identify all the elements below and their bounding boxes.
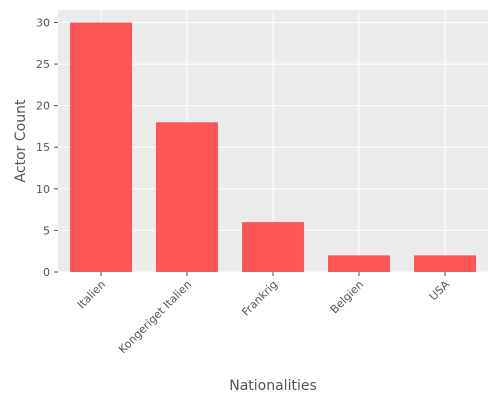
bar-frankrig <box>242 222 304 272</box>
x-tick-label: Italien <box>75 278 108 311</box>
bar-kongeriget-italien <box>156 122 218 273</box>
y-tick-label: 15 <box>36 141 50 154</box>
bar-belgien <box>328 255 390 272</box>
x-tick-label: Kongeriget Italien <box>116 278 194 356</box>
bars <box>70 22 476 273</box>
bar-italien <box>70 22 132 272</box>
x-tick-label: Frankrig <box>239 278 280 319</box>
x-tick-label: Belgien <box>328 278 366 316</box>
x-tick-label: USA <box>427 278 453 304</box>
bar-usa <box>414 255 476 272</box>
y-tick-label: 0 <box>43 266 50 279</box>
y-tick-label: 5 <box>43 224 50 237</box>
y-tick-label: 10 <box>36 183 50 196</box>
x-axis-label: Nationalities <box>229 378 317 394</box>
y-tick-label: 30 <box>36 16 50 29</box>
y-axis-ticks: 0 5 10 15 20 25 30 <box>36 16 58 279</box>
y-tick-label: 25 <box>36 58 50 71</box>
x-axis-ticks: Italien Kongeriget Italien Frankrig Belgien… <box>75 272 453 356</box>
y-axis-label: Actor Count <box>13 99 29 182</box>
y-tick-label: 20 <box>36 100 50 113</box>
